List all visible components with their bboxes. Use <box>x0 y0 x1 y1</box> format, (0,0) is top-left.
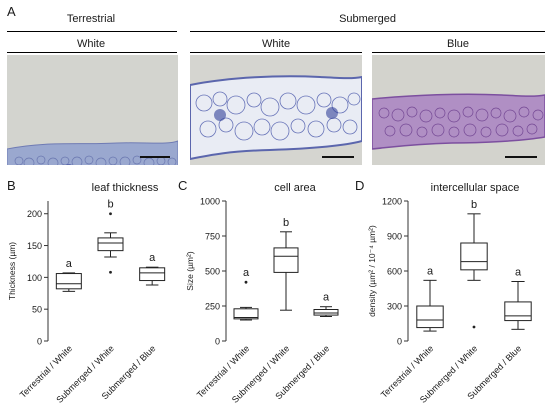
y-tick-label: 600 <box>387 267 402 277</box>
y-tick-label: 900 <box>387 232 402 242</box>
sub-rule-1 <box>7 52 177 53</box>
y-tick-label: 100 <box>27 273 42 283</box>
y-tick-label: 500 <box>205 267 220 277</box>
group-label-submerged: Submerged <box>339 13 396 25</box>
y-tick-label: 750 <box>205 232 220 242</box>
panel-c-title: cell area <box>274 182 316 194</box>
panel-d-title: intercellular space <box>430 182 520 194</box>
significance-letter: b <box>283 217 289 229</box>
significance-letter: b <box>107 199 113 211</box>
y-tick-label: 0 <box>215 337 220 347</box>
significance-letter: b <box>471 199 477 211</box>
leaf-section-thick <box>190 75 362 161</box>
panel-b-title: leaf thickness <box>91 182 159 194</box>
y-tick-label: 300 <box>387 302 402 312</box>
box <box>97 237 124 252</box>
significance-letter: a <box>243 267 250 279</box>
box <box>313 309 339 316</box>
significance-letter: a <box>323 292 330 304</box>
box <box>233 308 259 320</box>
leaf-section-purple <box>372 93 545 150</box>
outlier-point <box>472 325 476 329</box>
sub-rule-3 <box>372 52 545 53</box>
y-tick-label: 1000 <box>200 197 220 207</box>
significance-letter: a <box>427 265 434 277</box>
micrograph-submerged-blue <box>372 55 545 165</box>
scale-bar-3 <box>505 156 537 158</box>
y-tick-label: 0 <box>397 337 402 347</box>
box <box>55 273 82 290</box>
y-axis-label: Thickness (µm) <box>7 242 17 300</box>
sub-rule-2 <box>190 52 362 53</box>
y-tick-label: 1200 <box>382 197 402 207</box>
box <box>416 305 444 329</box>
group-label-terrestrial: Terrestrial <box>66 13 116 25</box>
scale-bar-2 <box>322 156 354 158</box>
sublabel-white-terrestrial: White <box>76 38 106 50</box>
box <box>460 242 488 271</box>
outlier-point <box>109 212 112 216</box>
group-rule-terrestrial <box>7 31 177 32</box>
panel-d-letter: D <box>355 178 365 193</box>
y-axis-label: density (µm² / 10⁻⁴ µm²) <box>367 225 377 317</box>
y-tick-label: 50 <box>32 305 42 315</box>
outlier-point <box>244 280 248 284</box>
panel-c-letter: C <box>178 178 188 193</box>
y-tick-label: 200 <box>27 209 42 219</box>
group-rule-submerged <box>190 31 545 32</box>
micrograph-submerged-white <box>190 55 362 165</box>
y-tick-label: 250 <box>205 302 220 312</box>
box <box>139 267 166 282</box>
box <box>273 247 299 273</box>
leaf-section-thin <box>7 140 178 165</box>
micrograph-terrestrial-white <box>7 55 178 165</box>
box <box>504 301 532 322</box>
significance-letter: a <box>66 258 73 270</box>
y-axis-label: Size (µm²) <box>185 251 195 291</box>
panel-a-letter: A <box>7 4 16 19</box>
sublabel-blue-submerged: Blue <box>446 38 470 50</box>
scale-bar-1 <box>140 156 170 158</box>
significance-letter: a <box>515 267 522 279</box>
panel-b-letter: B <box>7 178 16 193</box>
y-tick-label: 150 <box>27 241 42 251</box>
y-tick-label: 0 <box>37 337 42 347</box>
sublabel-white-submerged: White <box>261 38 291 50</box>
significance-letter: a <box>149 252 156 264</box>
outlier-point <box>109 270 112 274</box>
